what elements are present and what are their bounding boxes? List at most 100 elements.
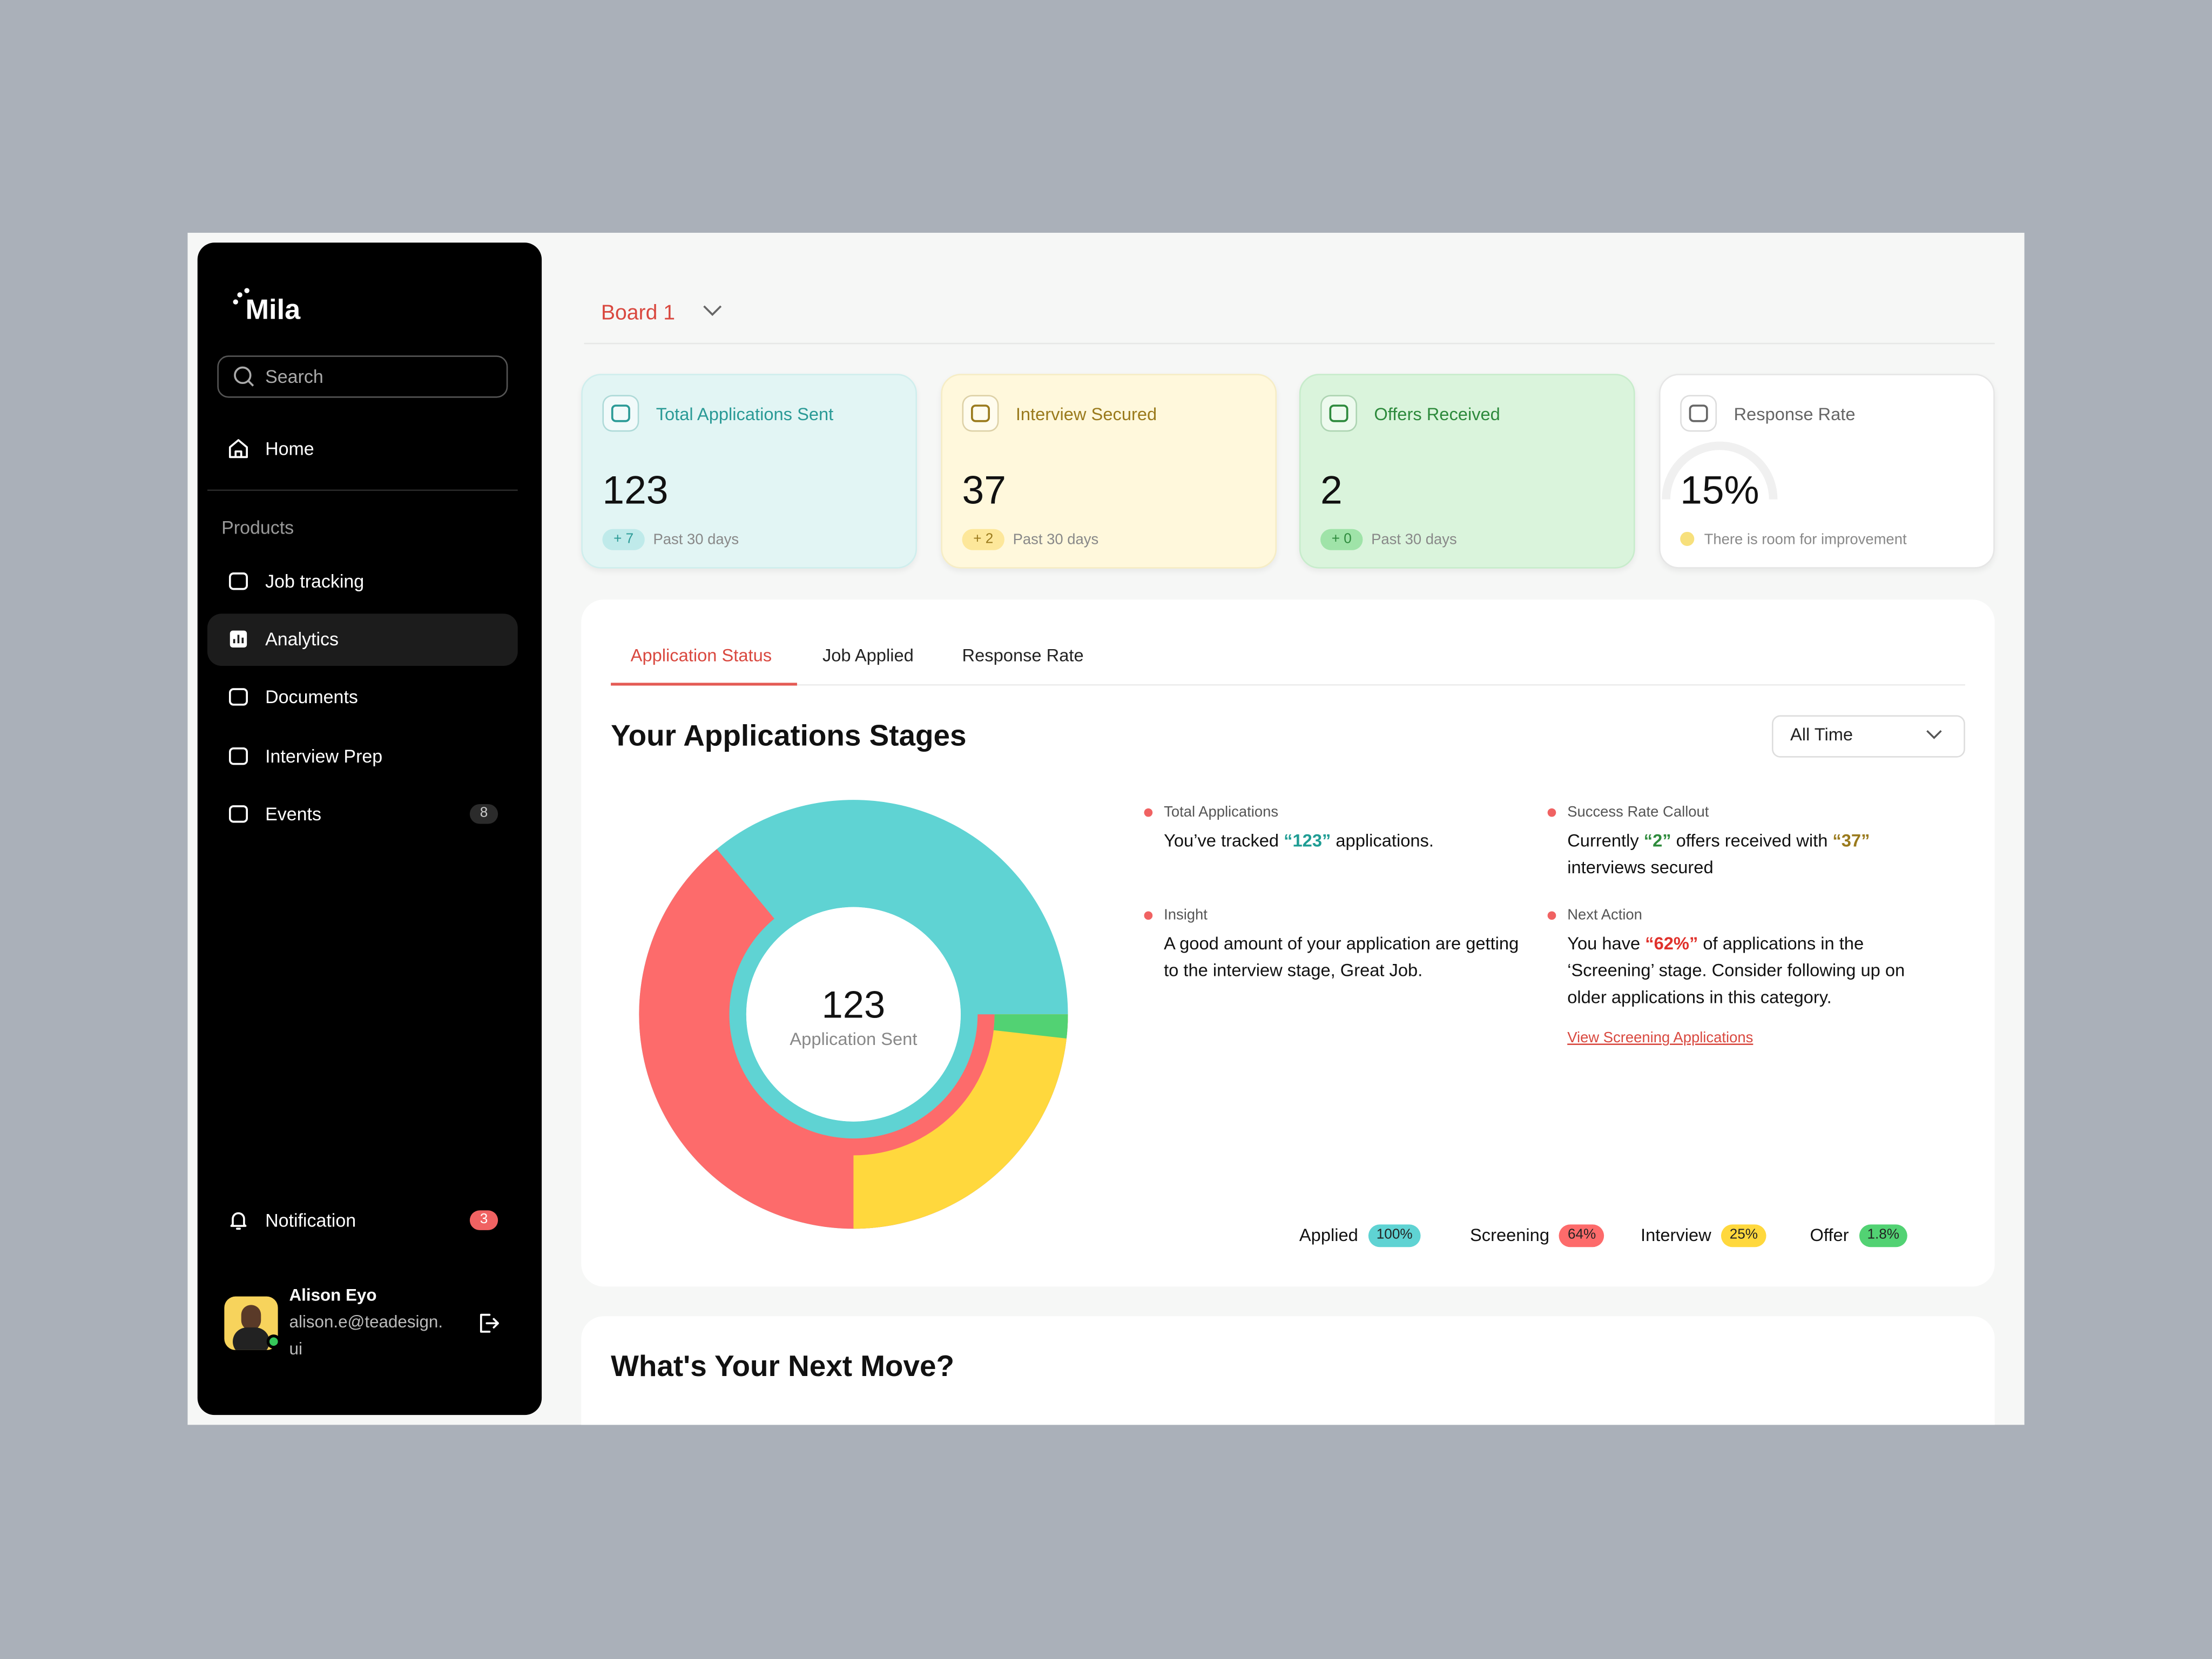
- filter-chevron: [1926, 730, 1942, 739]
- nav-item[interactable]: Documents: [265, 686, 358, 708]
- icon-shape: [230, 1212, 247, 1230]
- search-box[interactable]: [217, 355, 508, 398]
- card-title: Response Rate: [1734, 404, 1856, 424]
- screening-link[interactable]: View Screening Applications: [1567, 1029, 1754, 1047]
- search-placeholder: Search: [265, 366, 323, 388]
- icon-shape: [480, 1313, 499, 1333]
- icon: [228, 439, 248, 458]
- icon-shape: [228, 439, 248, 458]
- icon: [228, 572, 248, 590]
- logo-dot: [244, 288, 249, 293]
- icon: [480, 1313, 499, 1333]
- section-title: Your Applications Stages: [611, 720, 967, 753]
- bullet: [1547, 808, 1556, 817]
- logo-dot: [237, 292, 242, 298]
- card-icon-box: [1680, 395, 1717, 432]
- icon-shape: [228, 688, 248, 706]
- status-dot: [1680, 531, 1695, 546]
- filter-dropdown[interactable]: [1771, 715, 1965, 758]
- donut-chart: [639, 800, 1068, 1229]
- insight-text-part: You’ve tracked: [1164, 831, 1284, 851]
- legend-pill: 100%: [1368, 1224, 1421, 1247]
- stat-card[interactable]: Interview Secured 37 + 2 Past 30 days: [941, 374, 1277, 569]
- icon-shape: [228, 747, 248, 765]
- insight-text-part: Currently: [1567, 831, 1644, 851]
- icon-shape: [611, 404, 630, 422]
- filter-label[interactable]: All Time: [1790, 725, 1853, 745]
- search-icon: [234, 366, 254, 387]
- avatar-face: [241, 1305, 261, 1331]
- board-chevron: [703, 305, 722, 316]
- icon: [1689, 404, 1708, 422]
- bullet: [1547, 911, 1556, 920]
- card-title: Total Applications Sent: [656, 404, 834, 424]
- card-icon-box: [1320, 395, 1357, 432]
- card-note: Past 30 days: [653, 531, 739, 549]
- tab-divider: [611, 684, 1965, 686]
- insight-text-part: of applications in the ‘Screening’ stage…: [1567, 934, 1905, 1008]
- tab[interactable]: Response Rate: [962, 645, 1084, 666]
- insight-text-part: A good amount of your application are ge…: [1164, 934, 1519, 981]
- next-move-panel: What's Your Next Move?: [581, 1316, 1995, 1425]
- insight-text-part: interviews secured: [1567, 858, 1714, 878]
- icon-shape: [228, 572, 248, 590]
- insight-text: You have “62%” of applications in the ‘S…: [1567, 931, 1937, 1011]
- insight-text: Currently “2” offers received with “37” …: [1567, 828, 1937, 881]
- nav-notification[interactable]: Notification: [265, 1210, 356, 1231]
- nav-item[interactable]: Analytics: [265, 628, 339, 650]
- card-icon-box: [602, 395, 639, 432]
- gauge-arc: [1662, 441, 1778, 500]
- donut-center-value: 123: [821, 984, 886, 1027]
- icon: [228, 688, 248, 706]
- legend-pill: 25%: [1721, 1224, 1766, 1247]
- stat-card[interactable]: Offers Received 2 + 0 Past 30 days: [1299, 374, 1635, 569]
- notification-badge: 3: [469, 1210, 498, 1230]
- card-value: 2: [1320, 468, 1343, 512]
- delta-pill: + 7: [602, 529, 645, 550]
- icon: [228, 805, 248, 823]
- stat-card[interactable]: Response Rate 15% There is room for improv…: [1659, 374, 1995, 569]
- insight-text-part: “62%”: [1645, 934, 1698, 954]
- card-title: Offers Received: [1374, 404, 1500, 424]
- icon: [230, 1212, 247, 1230]
- nav-item[interactable]: Job tracking: [265, 570, 365, 592]
- legend-pill: 1.8%: [1858, 1224, 1908, 1247]
- delta-pill: + 2: [962, 529, 1004, 550]
- tab[interactable]: Application Status: [630, 645, 772, 666]
- next-move-title: What's Your Next Move?: [611, 1351, 954, 1384]
- insight-text-part: You have: [1567, 934, 1645, 954]
- card-title: Interview Secured: [1015, 404, 1157, 424]
- insight-text-part: “123”: [1284, 831, 1331, 851]
- icon: [228, 747, 248, 765]
- icon-shape: [247, 380, 254, 387]
- insight-text-part: offers received with: [1671, 831, 1833, 851]
- stat-card[interactable]: Total Applications Sent 123 + 7 Past 30 day…: [581, 374, 917, 569]
- donut-center: [746, 907, 961, 1122]
- card-value: 123: [602, 468, 669, 512]
- icon: [611, 404, 630, 422]
- nav-item[interactable]: Interview Prep: [265, 745, 383, 767]
- card-note: There is room for improvement: [1704, 531, 1907, 549]
- delta-pill: + 0: [1320, 529, 1363, 550]
- nav-item[interactable]: Events: [265, 803, 321, 825]
- icon-shape: [1689, 404, 1708, 422]
- legend-pill: 64%: [1559, 1224, 1604, 1247]
- legend-label: Screening: [1469, 1225, 1550, 1245]
- donut-center-label: Application Sent: [790, 1029, 918, 1049]
- user-email: alison.e@teadesign.ui: [289, 1312, 443, 1359]
- bullet: [1144, 911, 1153, 920]
- stages-panel: Application Status Job Applied Response Ra…: [581, 599, 1995, 1287]
- board-name[interactable]: Board 1: [601, 301, 676, 326]
- insight-text-part: applications.: [1331, 831, 1434, 851]
- icon: [971, 404, 990, 422]
- logo-dot: [233, 299, 238, 305]
- tab[interactable]: Job Applied: [822, 645, 914, 666]
- nav-home[interactable]: Home: [265, 438, 314, 460]
- icon-shape: [703, 305, 722, 316]
- insight-text: A good amount of your application are ge…: [1164, 931, 1533, 984]
- card-note: Past 30 days: [1013, 531, 1099, 549]
- icon-shape: [234, 366, 252, 385]
- card-icon-box: [962, 395, 999, 432]
